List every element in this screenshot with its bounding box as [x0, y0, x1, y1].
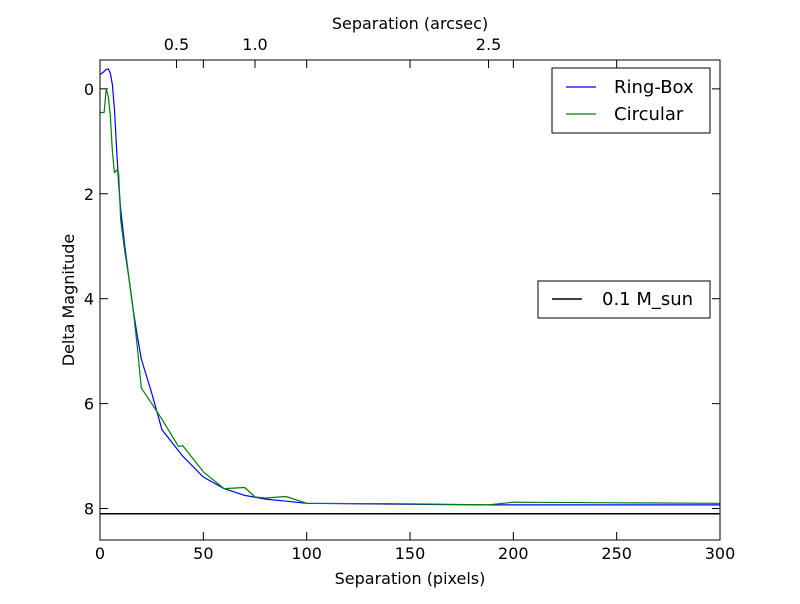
y-tick-label: 2	[84, 185, 94, 204]
series-line-circular	[100, 88, 721, 506]
y-tick-label: 8	[84, 500, 94, 519]
legend-series-frame	[551, 67, 711, 134]
legend-reference: 0.1 M_sun	[537, 280, 711, 319]
x-tick-label: 200	[498, 544, 529, 563]
y-tick-label: 4	[84, 290, 94, 309]
chart-marks: 0 50 100 150 200 250 300 0 2 4 6 8 0.5 1.0 2.5	[84, 35, 735, 563]
x-tick-label: 250	[601, 544, 632, 563]
x-tick-label: 50	[193, 544, 213, 563]
top-x-tick-label: 2.5	[476, 35, 501, 54]
legend-label: Ring-Box	[614, 77, 694, 98]
y-tick-label: 6	[84, 395, 94, 414]
x-tick-label: 0	[95, 544, 105, 563]
x-tick-label: 300	[705, 544, 736, 563]
legends: Ring-Box Circular 0.1 M_sun	[537, 67, 711, 319]
x-axis-label: Separation (pixels)	[335, 569, 486, 588]
x-tick-label: 150	[395, 544, 426, 563]
top-x-tick-label: 1.0	[242, 35, 267, 54]
top-axis-label: Separation (arcsec)	[332, 14, 488, 33]
legend-label: Circular	[614, 104, 684, 125]
y-axis-label: Delta Magnitude	[59, 234, 78, 367]
y-tick-label: 0	[84, 80, 94, 99]
x-tick-label: 100	[291, 544, 322, 563]
legend-label: 0.1 M_sun	[602, 289, 693, 310]
top-x-tick-label: 0.5	[164, 35, 189, 54]
legend-series: Ring-Box Circular	[551, 67, 711, 134]
plot-area-frame	[99, 59, 721, 541]
